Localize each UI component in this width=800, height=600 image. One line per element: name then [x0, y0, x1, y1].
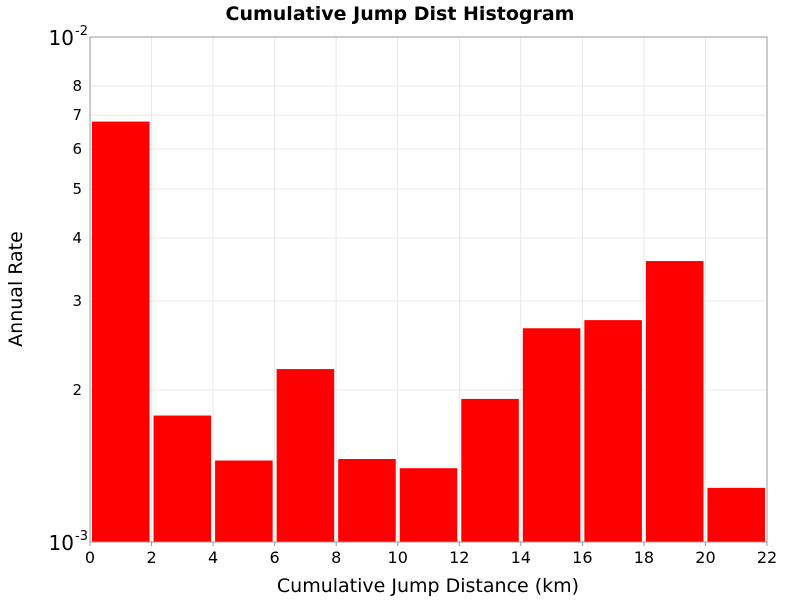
- histogram-bar: [461, 398, 519, 542]
- histogram-bar: [522, 328, 581, 542]
- x-tick-label: 14: [511, 548, 531, 567]
- histogram-bar: [707, 487, 765, 542]
- histogram-bar: [399, 468, 458, 542]
- x-axis-ticks: 0 2 4 6 8 10 12 14 16 18 20 22: [85, 542, 777, 567]
- histogram-bar: [92, 121, 150, 542]
- histogram-bar: [338, 459, 396, 542]
- x-tick-label: 4: [208, 548, 218, 567]
- histogram-bar: [153, 415, 212, 542]
- x-tick-label: 20: [695, 548, 715, 567]
- x-tick-label: 16: [572, 548, 592, 567]
- y-tick-label: 8: [72, 77, 82, 95]
- chart-title: Cumulative Jump Dist Histogram: [226, 3, 575, 25]
- y-decade-label: 10 -3: [49, 529, 88, 555]
- x-tick-label: 10: [388, 548, 408, 567]
- y-decade-exponent: -3: [75, 529, 88, 544]
- y-tick-label: 3: [72, 292, 82, 310]
- y-axis-label: Annual Rate: [5, 231, 27, 347]
- x-tick-label: 8: [331, 548, 341, 567]
- x-tick-label: 12: [449, 548, 469, 567]
- y-decade-base: 10: [49, 26, 74, 50]
- y-tick-label: 7: [72, 106, 82, 124]
- y-decade-label: 10 -2: [49, 24, 88, 50]
- histogram-bar: [584, 320, 642, 542]
- x-axis-label: Cumulative Jump Distance (km): [277, 575, 579, 597]
- x-tick-label: 0: [85, 548, 95, 567]
- y-tick-label: 5: [72, 180, 82, 198]
- bars: [92, 121, 765, 542]
- y-decade-base: 10: [49, 531, 74, 555]
- histogram-bar: [645, 261, 704, 542]
- x-tick-label: 2: [146, 548, 156, 567]
- y-tick-label: 4: [72, 229, 82, 247]
- y-tick-label: 2: [72, 381, 82, 399]
- histogram-bar: [215, 460, 273, 542]
- y-tick-label: 6: [72, 140, 82, 158]
- plot-frame: [89, 36, 768, 543]
- histogram-bar: [276, 369, 335, 542]
- x-tick-label: 22: [757, 548, 777, 567]
- x-tick-label: 6: [270, 548, 280, 567]
- y-decade-exponent: -2: [75, 24, 88, 39]
- x-tick-label: 18: [634, 548, 654, 567]
